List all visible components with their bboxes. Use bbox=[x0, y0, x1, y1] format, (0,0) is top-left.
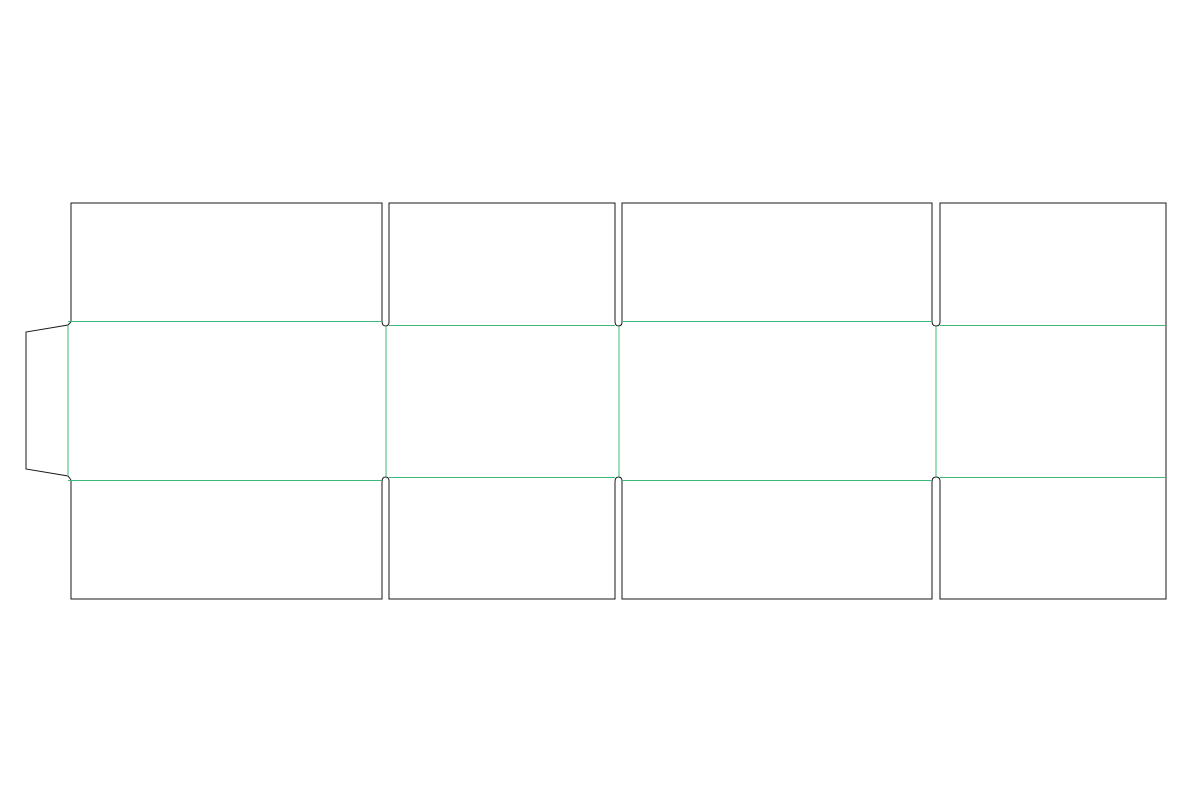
panel-3-top-flap bbox=[621, 202, 933, 322]
fold-lines bbox=[67, 321, 1166, 481]
panel-1-top-flap bbox=[70, 202, 383, 322]
panel-4-top-flap-and-edge bbox=[939, 202, 1167, 600]
panel-3-bottom-flap bbox=[621, 481, 933, 600]
notch-top-3 bbox=[931, 320, 941, 327]
panel-2-bottom-flap bbox=[388, 481, 616, 600]
notch-bottom-3 bbox=[931, 476, 941, 483]
notch-top-2 bbox=[614, 320, 623, 327]
cut-lines bbox=[25, 202, 1167, 600]
panel-2-top-flap bbox=[388, 202, 616, 322]
notch-top-1 bbox=[381, 320, 390, 327]
glue-flap bbox=[25, 321, 72, 481]
panel-1-bottom-flap bbox=[70, 480, 383, 600]
notch-bottom-1 bbox=[381, 476, 390, 483]
notch-bottom-2 bbox=[614, 476, 623, 483]
